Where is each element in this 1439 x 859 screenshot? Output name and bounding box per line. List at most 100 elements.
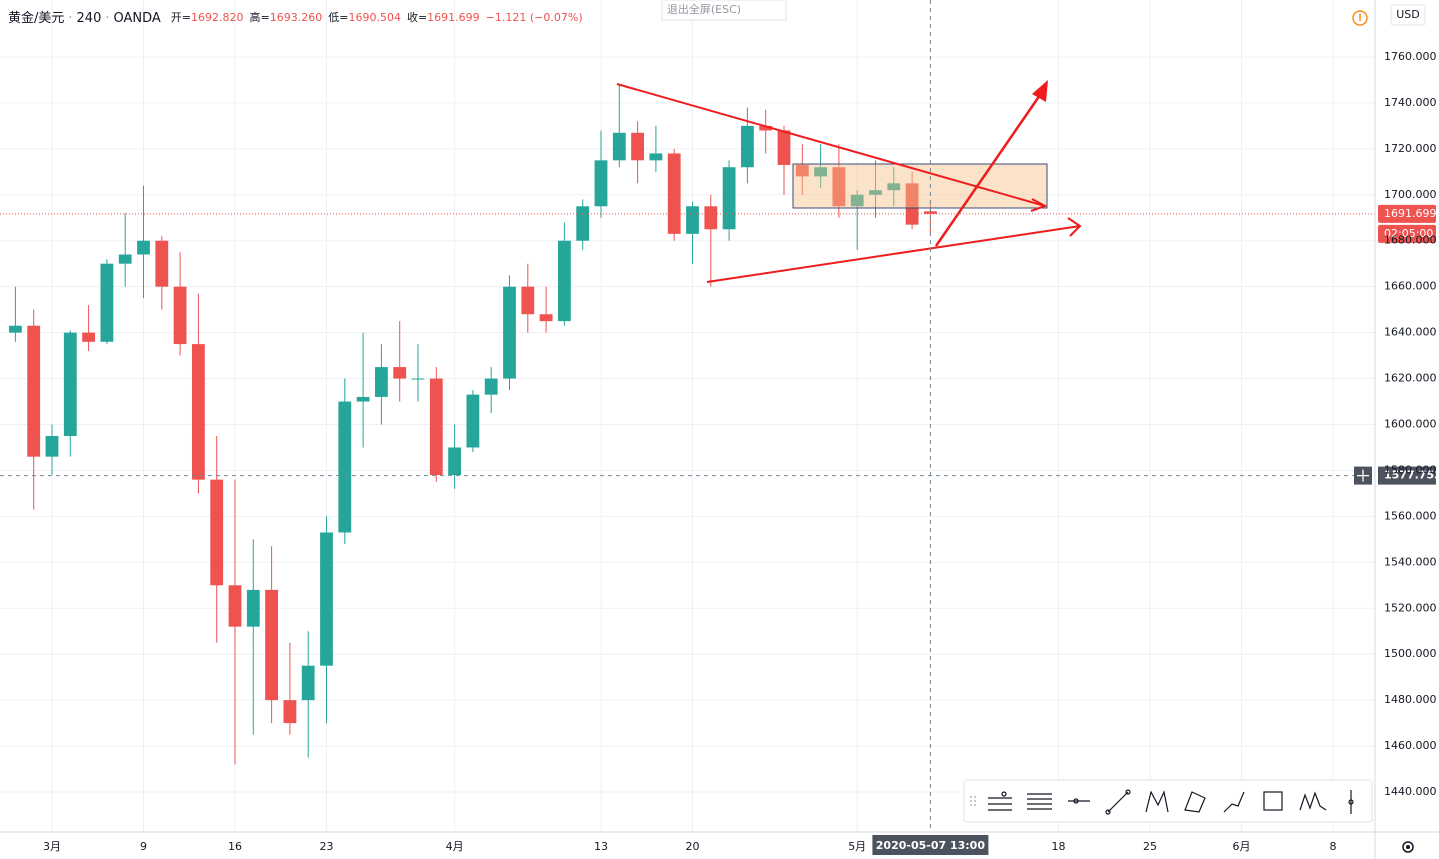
equals: = bbox=[339, 11, 348, 24]
y-tick-label: 1560.000 bbox=[1384, 509, 1437, 522]
candle-body bbox=[27, 325, 41, 457]
y-tick-label: 1740.000 bbox=[1384, 96, 1437, 109]
candle-body bbox=[283, 700, 297, 724]
y-tick-label: 1460.000 bbox=[1384, 739, 1437, 752]
x-tick-label: 5月 bbox=[848, 840, 866, 853]
x-tick-label: 8 bbox=[1330, 840, 1337, 853]
candle-body bbox=[557, 240, 571, 322]
candle-body bbox=[503, 286, 516, 379]
candle-body bbox=[686, 206, 699, 234]
trend-line[interactable] bbox=[706, 225, 1081, 283]
candle-body bbox=[740, 125, 754, 168]
separator: · bbox=[105, 11, 109, 26]
x-tick-label: 23 bbox=[320, 840, 334, 853]
candle-body bbox=[923, 211, 937, 214]
candle-body bbox=[484, 378, 498, 395]
warning-icon[interactable] bbox=[1352, 10, 1368, 26]
candle-body bbox=[265, 589, 279, 701]
y-tick-label: 1700.000 bbox=[1384, 188, 1437, 201]
ohlc-key: 开 bbox=[171, 11, 182, 24]
candle-body bbox=[374, 367, 388, 397]
y-tick-label: 1580.000 bbox=[1384, 463, 1437, 476]
settings-icon[interactable] bbox=[1402, 841, 1414, 853]
candle-body bbox=[704, 206, 718, 230]
candle-body bbox=[814, 167, 828, 177]
tool-vline[interactable] bbox=[1348, 790, 1354, 814]
ohlc-value: 1693.260 bbox=[270, 11, 323, 24]
currency[interactable]: USD bbox=[1396, 8, 1420, 21]
candle-body bbox=[832, 167, 846, 207]
candle-body bbox=[338, 401, 352, 533]
ohlc-value: 1690.504 bbox=[348, 11, 401, 24]
tool-triangle[interactable] bbox=[1184, 791, 1206, 813]
crosshair-price-label: 1577.752 bbox=[1384, 469, 1439, 482]
y-tick-label: 1760.000 bbox=[1384, 50, 1437, 63]
candle-body bbox=[210, 479, 224, 586]
candle-body bbox=[246, 589, 260, 627]
interval: 240 bbox=[77, 11, 102, 26]
x-tick-label: 9 bbox=[140, 840, 147, 853]
countdown-box bbox=[1378, 224, 1436, 243]
trend-line[interactable] bbox=[616, 83, 1046, 207]
candle-body bbox=[795, 164, 809, 177]
drawings bbox=[616, 80, 1082, 283]
candle-body bbox=[173, 286, 187, 345]
candle-body bbox=[118, 254, 132, 264]
y-tick-label: 1440.000 bbox=[1384, 785, 1437, 798]
tool-elliott[interactable] bbox=[1299, 791, 1327, 811]
candle-body bbox=[466, 394, 480, 448]
tool-pattern[interactable] bbox=[1145, 790, 1169, 813]
candle-body bbox=[850, 194, 864, 207]
x-tick-label: 20 bbox=[686, 840, 700, 853]
tool-trend[interactable] bbox=[1105, 789, 1131, 815]
ohlc-key: 低 bbox=[328, 11, 339, 24]
candle-body bbox=[100, 263, 114, 342]
tool-rect[interactable] bbox=[1263, 791, 1283, 811]
crosshair-plus[interactable] bbox=[1357, 469, 1369, 482]
ohlc-key: 收 bbox=[407, 10, 418, 24]
candle-body bbox=[45, 435, 59, 457]
ohlc-key: 高 bbox=[250, 10, 261, 24]
candle-body bbox=[649, 153, 663, 161]
candle-body bbox=[393, 367, 407, 379]
candle-body bbox=[594, 160, 608, 207]
toolbar-box bbox=[963, 779, 1373, 823]
tool-lines[interactable] bbox=[1027, 793, 1052, 810]
candle-body bbox=[722, 167, 736, 230]
equals: = bbox=[418, 11, 427, 24]
y-tick-label: 1500.000 bbox=[1384, 647, 1437, 660]
tool-path[interactable] bbox=[1223, 791, 1245, 813]
symbol-header: 黄金/美元 · 240 · OANDA 开=1692.820 高=1693.260 低=169… bbox=[8, 10, 583, 26]
fullscreen-hint-box[interactable] bbox=[661, 0, 787, 21]
tool-hline[interactable] bbox=[1068, 798, 1090, 804]
candle-body bbox=[63, 332, 77, 436]
fullscreen-hint[interactable]: 退出全屏(ESC) bbox=[667, 2, 741, 16]
candle-body bbox=[137, 240, 150, 255]
candle-body bbox=[576, 206, 590, 241]
currency-box[interactable] bbox=[1390, 4, 1426, 26]
y-tick-label: 1640.000 bbox=[1384, 326, 1437, 339]
x-tick-label: 13 bbox=[594, 840, 608, 853]
drawing-toolbar bbox=[963, 779, 1373, 823]
arrow-line[interactable] bbox=[934, 94, 1042, 247]
candle-body bbox=[887, 183, 901, 191]
candle-body bbox=[667, 153, 681, 234]
candle-body bbox=[612, 132, 626, 161]
candle-body bbox=[429, 378, 443, 476]
crosshair-time-box bbox=[872, 835, 989, 855]
y-tick-label: 1480.000 bbox=[1384, 693, 1437, 706]
arrow-head bbox=[1067, 217, 1082, 237]
arrow-head bbox=[1032, 80, 1048, 102]
x-tick-label: 3月 bbox=[43, 840, 61, 853]
candle-body bbox=[631, 132, 645, 161]
y-tick-label: 1660.000 bbox=[1384, 280, 1437, 293]
candle-body bbox=[539, 314, 553, 322]
tool-fib[interactable] bbox=[988, 791, 1012, 811]
equals: = bbox=[261, 11, 270, 24]
y-tick-label: 1600.000 bbox=[1384, 417, 1437, 430]
last-price-box bbox=[1378, 204, 1436, 223]
candle-body bbox=[155, 240, 169, 287]
ohlc-value: 1692.820 bbox=[191, 11, 244, 24]
